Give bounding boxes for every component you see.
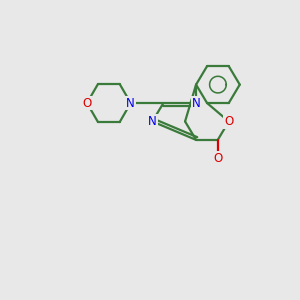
- Text: O: O: [224, 115, 233, 128]
- Text: O: O: [213, 152, 222, 165]
- Text: N: N: [192, 97, 200, 110]
- Text: N: N: [126, 97, 135, 110]
- Text: O: O: [82, 97, 91, 110]
- Text: N: N: [148, 115, 157, 128]
